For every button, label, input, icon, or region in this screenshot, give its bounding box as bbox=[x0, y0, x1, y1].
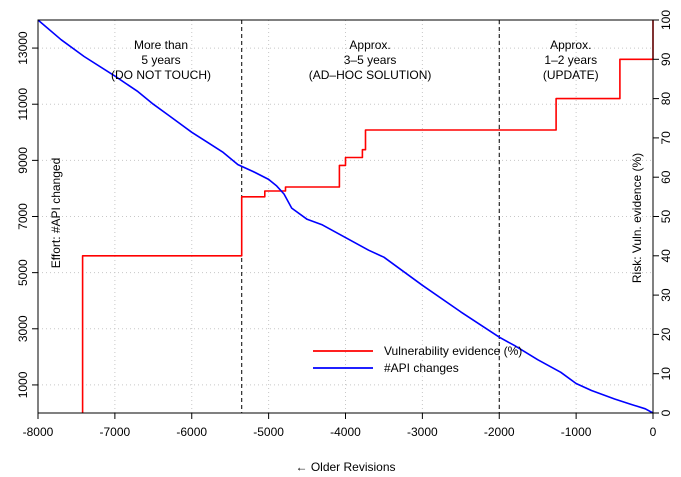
x-tick-label: -4000 bbox=[330, 425, 361, 439]
y-left-tick-label: 7000 bbox=[16, 203, 30, 230]
annotation-text: Approx. bbox=[550, 38, 591, 52]
legend: Vulnerability evidence (%) #API changes bbox=[313, 344, 522, 375]
y-right-tick-label: 30 bbox=[659, 288, 673, 302]
x-tick-label: -5000 bbox=[253, 425, 284, 439]
annotation-text: 3–5 years bbox=[344, 53, 397, 67]
y-right-tick-label: 50 bbox=[659, 210, 673, 224]
legend-label-api-changes: #API changes bbox=[384, 361, 459, 375]
annotation-text: More than bbox=[134, 38, 188, 52]
legend-label-vulnerability: Vulnerability evidence (%) bbox=[384, 344, 522, 358]
tick-layer: -8000 -7000 -6000 -5000 -4000 -3000 -2000 -1000… bbox=[16, 10, 673, 439]
x-tick-label: -3000 bbox=[407, 425, 438, 439]
x-tick-label: -2000 bbox=[484, 425, 515, 439]
y-axis-right-title: Risk: Vuln. evidence (%) bbox=[630, 153, 644, 283]
y-right-tick-label: 90 bbox=[659, 52, 673, 66]
y-right-tick-label: 40 bbox=[659, 249, 673, 263]
x-tick-label: -1000 bbox=[561, 425, 592, 439]
y-left-tick-label: 1000 bbox=[16, 371, 30, 398]
y-left-tick-label: 3000 bbox=[16, 315, 30, 342]
y-right-tick-label: 60 bbox=[659, 170, 673, 184]
y-right-tick-label: 10 bbox=[659, 367, 673, 381]
y-axis-left-title: Effort: #API changed bbox=[49, 158, 63, 269]
y-right-tick-label: 20 bbox=[659, 327, 673, 341]
annotation-text: (DO NOT TOUCH) bbox=[111, 68, 211, 82]
x-tick-label: 0 bbox=[650, 425, 657, 439]
vulnerability-evidence-line bbox=[81, 20, 654, 413]
annotation-text: (AD–HOC SOLUTION) bbox=[309, 68, 432, 82]
annotation-text: 1–2 years bbox=[544, 53, 597, 67]
api-changes-line bbox=[37, 19, 654, 414]
y-left-tick-label: 13000 bbox=[16, 31, 30, 65]
x-tick-label: -7000 bbox=[100, 425, 131, 439]
y-left-tick-label: 5000 bbox=[16, 259, 30, 286]
y-right-tick-label: 70 bbox=[659, 131, 673, 145]
x-tick-label: -6000 bbox=[176, 425, 207, 439]
y-right-tick-label: 80 bbox=[659, 92, 673, 106]
series-layer bbox=[37, 19, 654, 414]
y-left-tick-label: 11000 bbox=[16, 88, 30, 121]
annotation-text: Approx. bbox=[349, 38, 390, 52]
x-axis-title: ← Older Revisions bbox=[295, 460, 395, 474]
y-left-tick-label: 9000 bbox=[16, 147, 30, 174]
y-right-tick-label: 100 bbox=[659, 10, 673, 30]
annotation-text: 5 years bbox=[141, 53, 180, 67]
x-tick-label: -8000 bbox=[23, 425, 54, 439]
y-right-tick-label: 0 bbox=[659, 409, 673, 416]
annotation-text: (UPDATE) bbox=[543, 68, 599, 82]
